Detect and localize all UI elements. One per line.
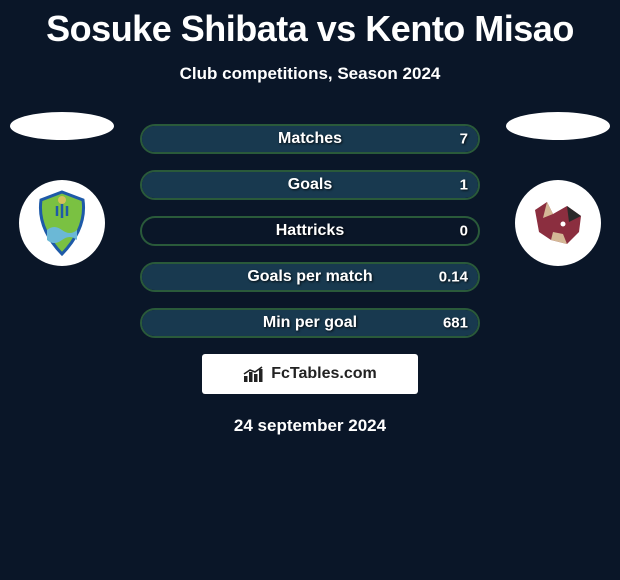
stat-row: Hattricks0 (140, 216, 480, 246)
stat-label: Hattricks (142, 222, 478, 240)
stat-label: Goals per match (142, 268, 478, 286)
stat-value-right: 0.14 (439, 269, 468, 286)
stat-value-right: 7 (448, 131, 468, 148)
stat-value-right: 0 (448, 223, 468, 240)
left-team-badge (19, 180, 105, 266)
left-player-photo-placeholder (10, 112, 114, 140)
stat-label: Goals (142, 176, 478, 194)
stats-area: Matches7Goals1Hattricks0Goals per match0… (0, 124, 620, 338)
coyote-head-icon (523, 188, 593, 258)
page-title: Sosuke Shibata vs Kento Misao (0, 0, 620, 50)
stat-value-right: 1 (448, 177, 468, 194)
right-team-badge (515, 180, 601, 266)
left-player-column (8, 112, 116, 266)
stat-label: Min per goal (142, 314, 478, 332)
attribution-box[interactable]: FcTables.com (202, 354, 418, 394)
shield-crest-icon (27, 188, 97, 258)
right-player-photo-placeholder (506, 112, 610, 140)
subtitle: Club competitions, Season 2024 (0, 64, 620, 84)
attribution-text: FcTables.com (271, 365, 377, 383)
stat-row: Goals per match0.14 (140, 262, 480, 292)
stat-row: Min per goal681 (140, 308, 480, 338)
bar-chart-icon (243, 365, 265, 383)
stat-label: Matches (142, 130, 478, 148)
date-line: 24 september 2024 (0, 416, 620, 436)
right-player-column (504, 112, 612, 266)
stat-value-right: 681 (443, 315, 468, 332)
stat-row: Goals1 (140, 170, 480, 200)
stat-bars-container: Matches7Goals1Hattricks0Goals per match0… (140, 124, 480, 338)
stat-row: Matches7 (140, 124, 480, 154)
